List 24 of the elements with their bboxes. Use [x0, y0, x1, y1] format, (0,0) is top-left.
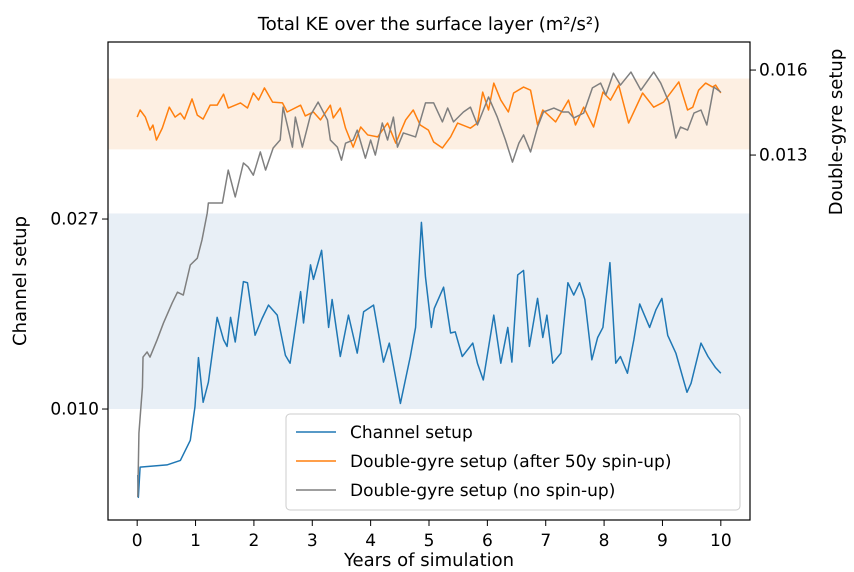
x-tick-label: 4 — [365, 531, 376, 551]
y2-tick-label: 0.013 — [759, 145, 808, 166]
legend-label: Double-gyre setup (after 50y spin-up) — [350, 452, 672, 472]
x-tick-label: 6 — [482, 531, 493, 551]
x-tick-label: 1 — [190, 531, 201, 551]
y2-axis-title: Double-gyre setup — [826, 48, 847, 216]
x-axis-title: Years of simulation — [342, 550, 514, 571]
legend-label: Channel setup — [350, 423, 473, 443]
x-tick-label: 9 — [657, 531, 668, 551]
x-tick-label: 10 — [710, 531, 732, 551]
y-tick-label: 0.027 — [50, 209, 99, 230]
line-series — [137, 71, 722, 498]
y2-tick-label: 0.016 — [759, 60, 808, 80]
x-tick-label: 3 — [306, 531, 318, 551]
y-tick-label: 0.010 — [50, 399, 99, 420]
line-series — [137, 222, 722, 498]
legend-label: Double-gyre setup (no spin-up) — [350, 481, 616, 501]
chart-title: Total KE over the surface layer (m²/s²) — [256, 14, 600, 35]
x-tick-label: 5 — [424, 531, 434, 551]
x-tick-label: 2 — [248, 531, 260, 551]
y-axis-title: Channel setup — [10, 216, 31, 346]
x-tick-label: 0 — [132, 531, 143, 551]
x-tick-label: 7 — [540, 531, 552, 551]
x-tick-label: 8 — [598, 531, 610, 551]
